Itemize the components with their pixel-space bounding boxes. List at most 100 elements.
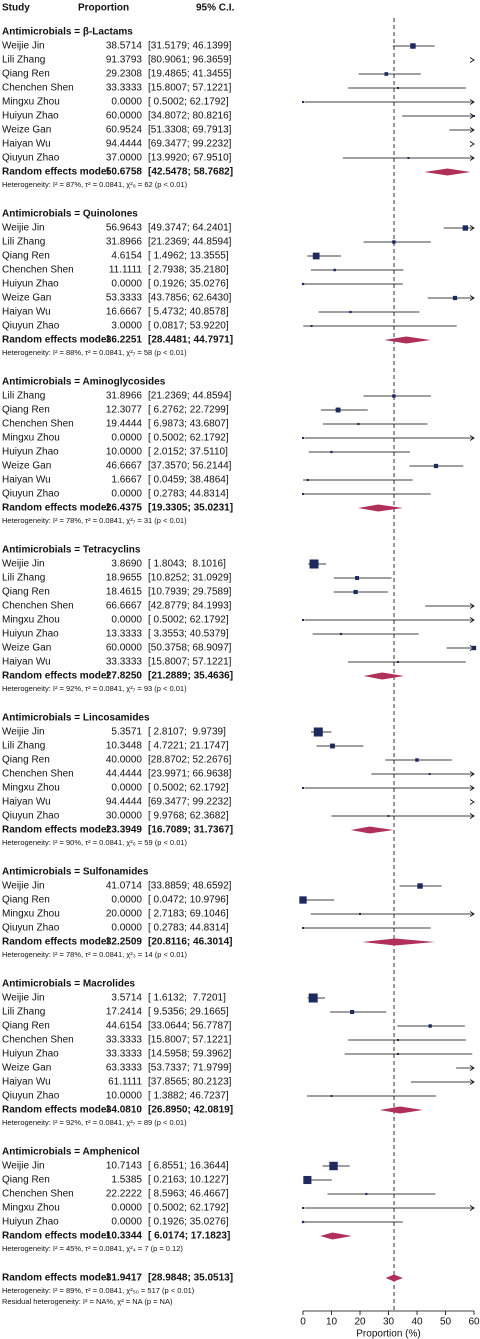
row-label: Huiyun Zhao bbox=[2, 629, 59, 640]
ci-label: [34.8072; 80.8216] bbox=[148, 111, 232, 122]
point-square bbox=[302, 101, 304, 103]
value-label: 3.0000 bbox=[111, 321, 142, 332]
row-label: Huiyun Zhao bbox=[2, 111, 59, 122]
ci-label: [ 6.8551; 16.3644] bbox=[148, 1161, 229, 1172]
value-label: 36.2251 bbox=[106, 335, 143, 346]
ci-label: [21.2369; 44.8594] bbox=[148, 237, 232, 248]
point-square bbox=[384, 72, 389, 76]
ci-label: [ 8.5963; 46.4667] bbox=[148, 1189, 229, 1200]
heterogeneity: Heterogeneity: I² = 78%, τ² = 0.0841, χ²… bbox=[2, 516, 187, 525]
ci-label: [15.8007; 57.1221] bbox=[148, 83, 232, 94]
row-label: Huiyun Zhao bbox=[2, 1049, 59, 1060]
ci-label: [37.3570; 56.2144] bbox=[148, 461, 232, 472]
ci-label: [49.3747; 64.2401] bbox=[148, 223, 232, 234]
group-title: Antimicrobials = Macrolides bbox=[2, 979, 136, 990]
ci-label: [ 6.0174; 17.1823] bbox=[148, 1231, 230, 1242]
ci-label: [ 9.9768; 62.3682] bbox=[148, 811, 229, 822]
value-label: 18.9655 bbox=[106, 573, 143, 584]
column-header: 95% C.I. bbox=[196, 3, 235, 14]
value-label: 18.4615 bbox=[106, 587, 143, 598]
point-square bbox=[339, 632, 343, 636]
x-tick-label: 60 bbox=[468, 1317, 480, 1328]
point-square bbox=[433, 463, 439, 469]
row-label: Weijie Jin bbox=[2, 559, 45, 570]
arrow bbox=[469, 1065, 475, 1071]
value-label: 0.0000 bbox=[111, 783, 142, 794]
ci-label: [80.9061; 96.3659] bbox=[148, 55, 232, 66]
point-square bbox=[417, 883, 423, 889]
value-label: 0.0000 bbox=[111, 1217, 142, 1228]
value-label: 0.0000 bbox=[111, 279, 142, 290]
value-label: 11.1111 bbox=[109, 265, 143, 276]
arrow bbox=[469, 771, 475, 777]
group-title: Antimicrobials = β-Lactams bbox=[2, 27, 133, 38]
point-square bbox=[407, 157, 410, 159]
value-label: 33.3333 bbox=[106, 657, 143, 668]
value-label: 44.6154 bbox=[106, 1021, 143, 1032]
row-label: Qiuyun Zhao bbox=[2, 321, 60, 332]
row-label: Random effects model bbox=[2, 671, 109, 682]
value-label: 31.8966 bbox=[106, 237, 143, 248]
value-label: 38.5714 bbox=[106, 41, 143, 52]
group-title: Antimicrobials = Tetracyclins bbox=[2, 545, 141, 556]
value-label: 27.8250 bbox=[106, 671, 143, 682]
value-label: 13.3333 bbox=[106, 629, 143, 640]
row-label: Mingxu Zhou bbox=[2, 615, 60, 626]
value-label: 0.0000 bbox=[111, 1203, 142, 1214]
row-label: Lili Zhang bbox=[2, 391, 45, 402]
point-square bbox=[392, 394, 396, 398]
point-square bbox=[396, 1053, 399, 1055]
summary-diamond bbox=[385, 1274, 403, 1282]
point-square bbox=[299, 896, 307, 904]
value-label: 10.3344 bbox=[106, 1231, 143, 1242]
ci-label: [ 0.0817; 53.9220] bbox=[148, 321, 229, 332]
row-label: Weijie Jin bbox=[2, 881, 45, 892]
summary-diamond bbox=[350, 826, 394, 834]
ci-label: [13.9920; 67.9510] bbox=[148, 153, 232, 164]
point-square bbox=[306, 478, 309, 482]
point-square bbox=[333, 268, 336, 272]
row-label: Qiang Ren bbox=[2, 1175, 50, 1186]
value-label: 32.2509 bbox=[106, 937, 143, 948]
ci-label: [42.5478; 58.7682] bbox=[148, 167, 233, 178]
point-square bbox=[301, 282, 305, 286]
row-label: Qiang Ren bbox=[2, 405, 50, 416]
x-tick-label: 40 bbox=[411, 1317, 423, 1328]
row-label: Chenchen Shen bbox=[2, 1035, 74, 1046]
ci-label: [ 0.0459; 38.4864] bbox=[148, 475, 229, 486]
row-label: Random effects model bbox=[2, 1231, 109, 1242]
heterogeneity: Heterogeneity: I² = 87%, τ² = 0.0841, χ²… bbox=[2, 180, 188, 189]
value-label: 0.0000 bbox=[111, 97, 142, 108]
point-square bbox=[335, 407, 341, 413]
ci-label: [21.2889; 35.4636] bbox=[148, 671, 233, 682]
point-square bbox=[302, 927, 304, 929]
group-title: Antimicrobials = Quinolones bbox=[2, 209, 138, 220]
row-label: Weize Gan bbox=[2, 643, 51, 654]
row-label: Weijie Jin bbox=[2, 727, 45, 738]
ci-label: [ 1.8043; 8.1016] bbox=[148, 559, 226, 570]
ci-label: [14.5958; 59.3962] bbox=[148, 1049, 232, 1060]
summary-diamond bbox=[384, 336, 431, 344]
value-label: 12.3077 bbox=[106, 405, 143, 416]
row-label: Random effects model bbox=[2, 503, 109, 514]
point-square bbox=[462, 225, 469, 231]
value-label: 91.3793 bbox=[106, 55, 143, 66]
ci-label: [ 4.7221; 21.1747] bbox=[148, 741, 229, 752]
row-label: Mingxu Zhou bbox=[2, 433, 60, 444]
row-label: Weize Gan bbox=[2, 1063, 51, 1074]
point-square bbox=[302, 437, 304, 439]
point-square bbox=[392, 240, 396, 244]
row-label: Lili Zhang bbox=[2, 1007, 45, 1018]
ci-label: [33.0644; 56.7787] bbox=[148, 1021, 232, 1032]
value-label: 56.9643 bbox=[106, 223, 143, 234]
row-label: Chenchen Shen bbox=[2, 769, 74, 780]
value-label: 0.0000 bbox=[111, 615, 142, 626]
point-square bbox=[396, 87, 399, 89]
row-label: Haiyan Wu bbox=[2, 475, 51, 486]
row-label: Lili Zhang bbox=[2, 237, 45, 248]
x-tick-label: 20 bbox=[354, 1317, 366, 1328]
ci-label: [28.9848; 35.0513] bbox=[148, 1273, 233, 1284]
x-axis-label: Proportion (%) bbox=[356, 1329, 420, 1339]
group-title: Antimicrobials = Amphenicol bbox=[2, 1147, 140, 1158]
value-label: 29.2308 bbox=[106, 69, 143, 80]
